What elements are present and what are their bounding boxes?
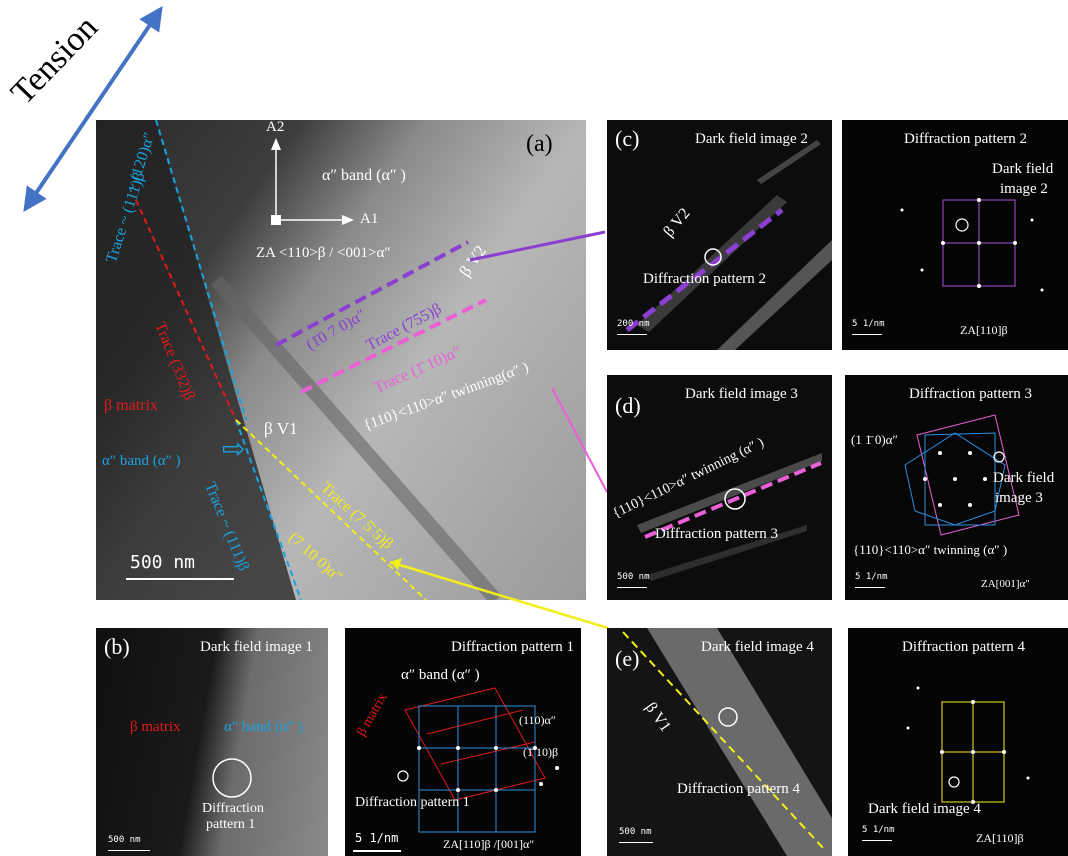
- panel-d-title: Dark field image 3: [685, 386, 798, 402]
- pattern-2-dark-field-1: Dark field: [992, 161, 1054, 177]
- pattern-3-title: Diffraction pattern 3: [909, 386, 1033, 402]
- pattern-1-zone-axis: ZA[110]β /[001]α″: [443, 837, 535, 851]
- panel-e-tag: (e): [615, 646, 640, 671]
- panel-a-overlay: [96, 120, 502, 600]
- pattern-2-dark-field-2: image 2: [1000, 181, 1048, 197]
- alpha-band-label: α″ band (α″ ): [322, 167, 406, 184]
- panel-b-overlay: [212, 758, 252, 798]
- panel-c-diffraction-pattern-2: Diffraction pattern 2 Dark field image 2…: [842, 120, 1068, 350]
- panel-c-scale-bar: [617, 334, 647, 335]
- axis-a2-label: A2: [266, 120, 285, 135]
- pattern-4-title: Diffraction pattern 4: [902, 639, 1026, 655]
- panel-d-dark-field-3: (d) Dark field image 3 {110}<110>α″ twin…: [607, 375, 832, 600]
- panel-e-dark-field-4: (e) Dark field image 4 β V1 Diffraction …: [607, 628, 832, 856]
- panel-b-scale-bar: [108, 850, 150, 851]
- panel-b-diffraction-pattern-1: Diffraction pattern 1 α″ band (α″ ) β ma…: [345, 628, 581, 856]
- panel-e-diffraction-pattern-4: Diffraction pattern 4 Dark field image 4…: [848, 628, 1068, 856]
- panel-c-overlay: [625, 140, 832, 350]
- pattern-2-title: Diffraction pattern 2: [904, 131, 1028, 147]
- pattern-3-zone-axis: ZA[001]α″: [981, 578, 1030, 590]
- pattern-4-zone-axis: ZA[110]β: [976, 831, 1024, 845]
- pattern-3-dark-field-1: Dark field: [993, 470, 1055, 486]
- panel-c-scale-label: 200 nm: [617, 319, 650, 329]
- panel-b-dark-field-1: (b) Dark field image 1 β matrix α″ band …: [96, 628, 328, 856]
- panel-a-tag: (a): [526, 131, 553, 157]
- panel-c-tag: (c): [615, 126, 640, 151]
- panel-c-circle-label: Diffraction pattern 2: [643, 271, 767, 287]
- beta-v1-label: β V1: [264, 419, 298, 438]
- alpha-band-arrow-icon: ⇨: [222, 434, 246, 465]
- panel-b-circle-label-2: pattern 1: [206, 817, 256, 832]
- panel-a-scale-bar: [126, 578, 234, 580]
- pattern-1-title: Diffraction pattern 1: [451, 639, 575, 655]
- pattern-2-overlay: [900, 198, 1044, 292]
- pattern-1-refl-110: (110)α″: [519, 713, 556, 727]
- panel-b-circle-label-1: Diffraction: [202, 801, 264, 816]
- panel-e-scale-label: 500 nm: [619, 827, 652, 837]
- panel-e-scale-bar: [619, 842, 653, 843]
- pattern-2-scale-label: 5 1/nm: [852, 319, 885, 329]
- beta-matrix-label: β matrix: [104, 397, 158, 414]
- pattern-3-scale-label: 5 1/nm: [855, 572, 888, 582]
- panel-d-scale-label: 500 nm: [617, 572, 650, 582]
- pattern-3-overlay: [904, 414, 1020, 536]
- pattern-1-overlay: [397, 687, 559, 833]
- pattern-3-dark-field-2: image 3: [995, 490, 1043, 506]
- pattern-4-scale-bar: [862, 840, 892, 841]
- pattern-3-scale-bar: [855, 587, 885, 588]
- panel-e-title: Dark field image 4: [701, 639, 814, 655]
- pattern-1-scale-bar: [353, 850, 401, 852]
- alpha-band-arrow-label: α″ band (α″ ): [102, 453, 181, 469]
- panel-d-overlay: [637, 453, 822, 581]
- panel-d-tag: (d): [615, 393, 641, 418]
- pattern-4-overlay: [906, 686, 1030, 804]
- pattern-1-alpha-band: α″ band (α″ ): [401, 667, 480, 683]
- panel-b-title: Dark field image 1: [200, 639, 313, 655]
- pattern-2-scale-bar: [852, 334, 882, 335]
- panel-c-dark-field-2: (c) Dark field image 2 β V2 Diffraction …: [607, 120, 832, 350]
- panel-b-tag: (b): [104, 634, 130, 659]
- zone-axis-label: ZA <110>β / <001>α″: [256, 245, 391, 261]
- pattern-1-circle-label: Diffraction pattern 1: [355, 795, 470, 810]
- pattern-3-refl: (1 1̄ 0)α″: [851, 432, 898, 447]
- panel-b-beta-matrix: β matrix: [130, 719, 181, 735]
- panel-d-diffraction-pattern-3: Diffraction pattern 3 (1 1̄ 0)α″ Dark fi…: [845, 375, 1068, 600]
- tension-label: Tension: [4, 8, 106, 112]
- panel-b-scale-label: 500 nm: [108, 835, 141, 845]
- panel-d-scale-bar: [617, 587, 647, 588]
- pattern-1-refl-1-10: (1̄ 10)β: [523, 745, 559, 759]
- axis-a1-label: A1: [360, 211, 379, 227]
- panel-a-bright-field: (a) A2 A1 α″ band (α″ ) ZA <110>β / <001…: [96, 120, 586, 600]
- panel-a-scale-label: 500 nm: [130, 552, 196, 573]
- panel-c-title: Dark field image 2: [695, 131, 808, 147]
- pattern-4-dark-field: Dark field image 4: [868, 801, 981, 817]
- pattern-2-zone-axis: ZA[110]β: [960, 323, 1008, 337]
- pattern-3-twinning: {110}<110>α″ twinning (α″ ): [853, 542, 1008, 557]
- panel-e-circle-label: Diffraction pattern 4: [677, 781, 801, 797]
- pattern-4-scale-label: 5 1/nm: [862, 825, 895, 835]
- pattern-1-scale-label: 5 1/nm: [355, 831, 399, 845]
- panel-e-overlay: [622, 628, 832, 856]
- panel-b-alpha-band: α″ band (α″ ): [224, 719, 303, 735]
- panel-d-circle-label: Diffraction pattern 3: [655, 526, 779, 542]
